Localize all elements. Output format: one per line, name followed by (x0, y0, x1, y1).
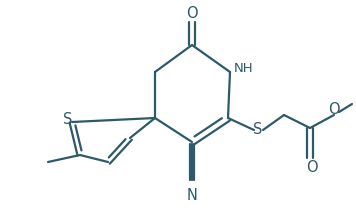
Text: N: N (187, 189, 198, 203)
Text: O: O (328, 103, 340, 118)
Text: O: O (306, 160, 318, 175)
Text: S: S (63, 113, 73, 127)
Text: NH: NH (234, 62, 253, 76)
Text: S: S (253, 122, 263, 138)
Text: O: O (186, 5, 198, 21)
